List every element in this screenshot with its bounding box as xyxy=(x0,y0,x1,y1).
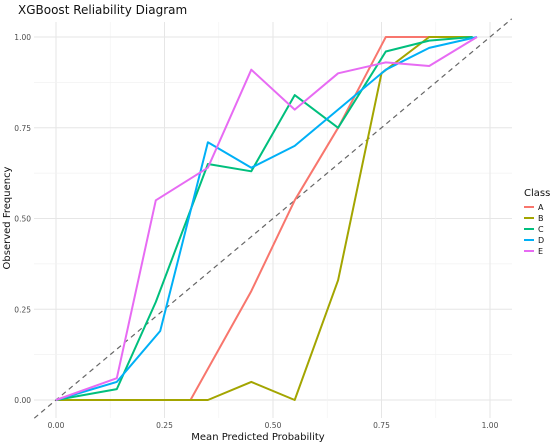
legend-label-a: A xyxy=(538,203,544,212)
legend-label-b: B xyxy=(538,214,544,223)
reference-diagonal xyxy=(33,18,513,419)
y-tick-label: 0.75 xyxy=(14,124,31,133)
y-axis-label: Observed Frequency xyxy=(2,166,13,269)
legend-label-e: E xyxy=(538,247,543,256)
reference-line xyxy=(33,18,513,419)
series-line-c xyxy=(55,36,473,401)
grid xyxy=(34,22,512,418)
x-tick-label: 0.50 xyxy=(265,421,282,430)
x-tick-label: 0.25 xyxy=(156,421,173,430)
x-tick-label: 0.75 xyxy=(373,421,390,430)
series-line-d xyxy=(55,36,478,401)
series-line-e xyxy=(55,36,478,401)
x-tick-label: 0.00 xyxy=(48,421,65,430)
y-tick-label: 0.00 xyxy=(14,396,31,405)
legend-title: Class xyxy=(524,188,550,199)
y-tick-label: 1.00 xyxy=(14,33,31,42)
x-axis-label: Mean Predicted Probability xyxy=(191,432,324,443)
y-tick-label: 0.50 xyxy=(14,215,31,224)
x-tick-label: 1.00 xyxy=(482,421,499,430)
series-lines xyxy=(55,36,478,401)
legend-label-c: C xyxy=(538,225,544,234)
tick-labels: 0.00 0.25 0.50 0.75 1.00 0.00 0.25 0.50 0.75 1.00 xyxy=(14,33,498,430)
y-tick-label: 0.25 xyxy=(14,305,31,314)
legend-label-d: D xyxy=(538,236,544,245)
chart-title: XGBoost Reliability Diagram xyxy=(18,3,187,17)
